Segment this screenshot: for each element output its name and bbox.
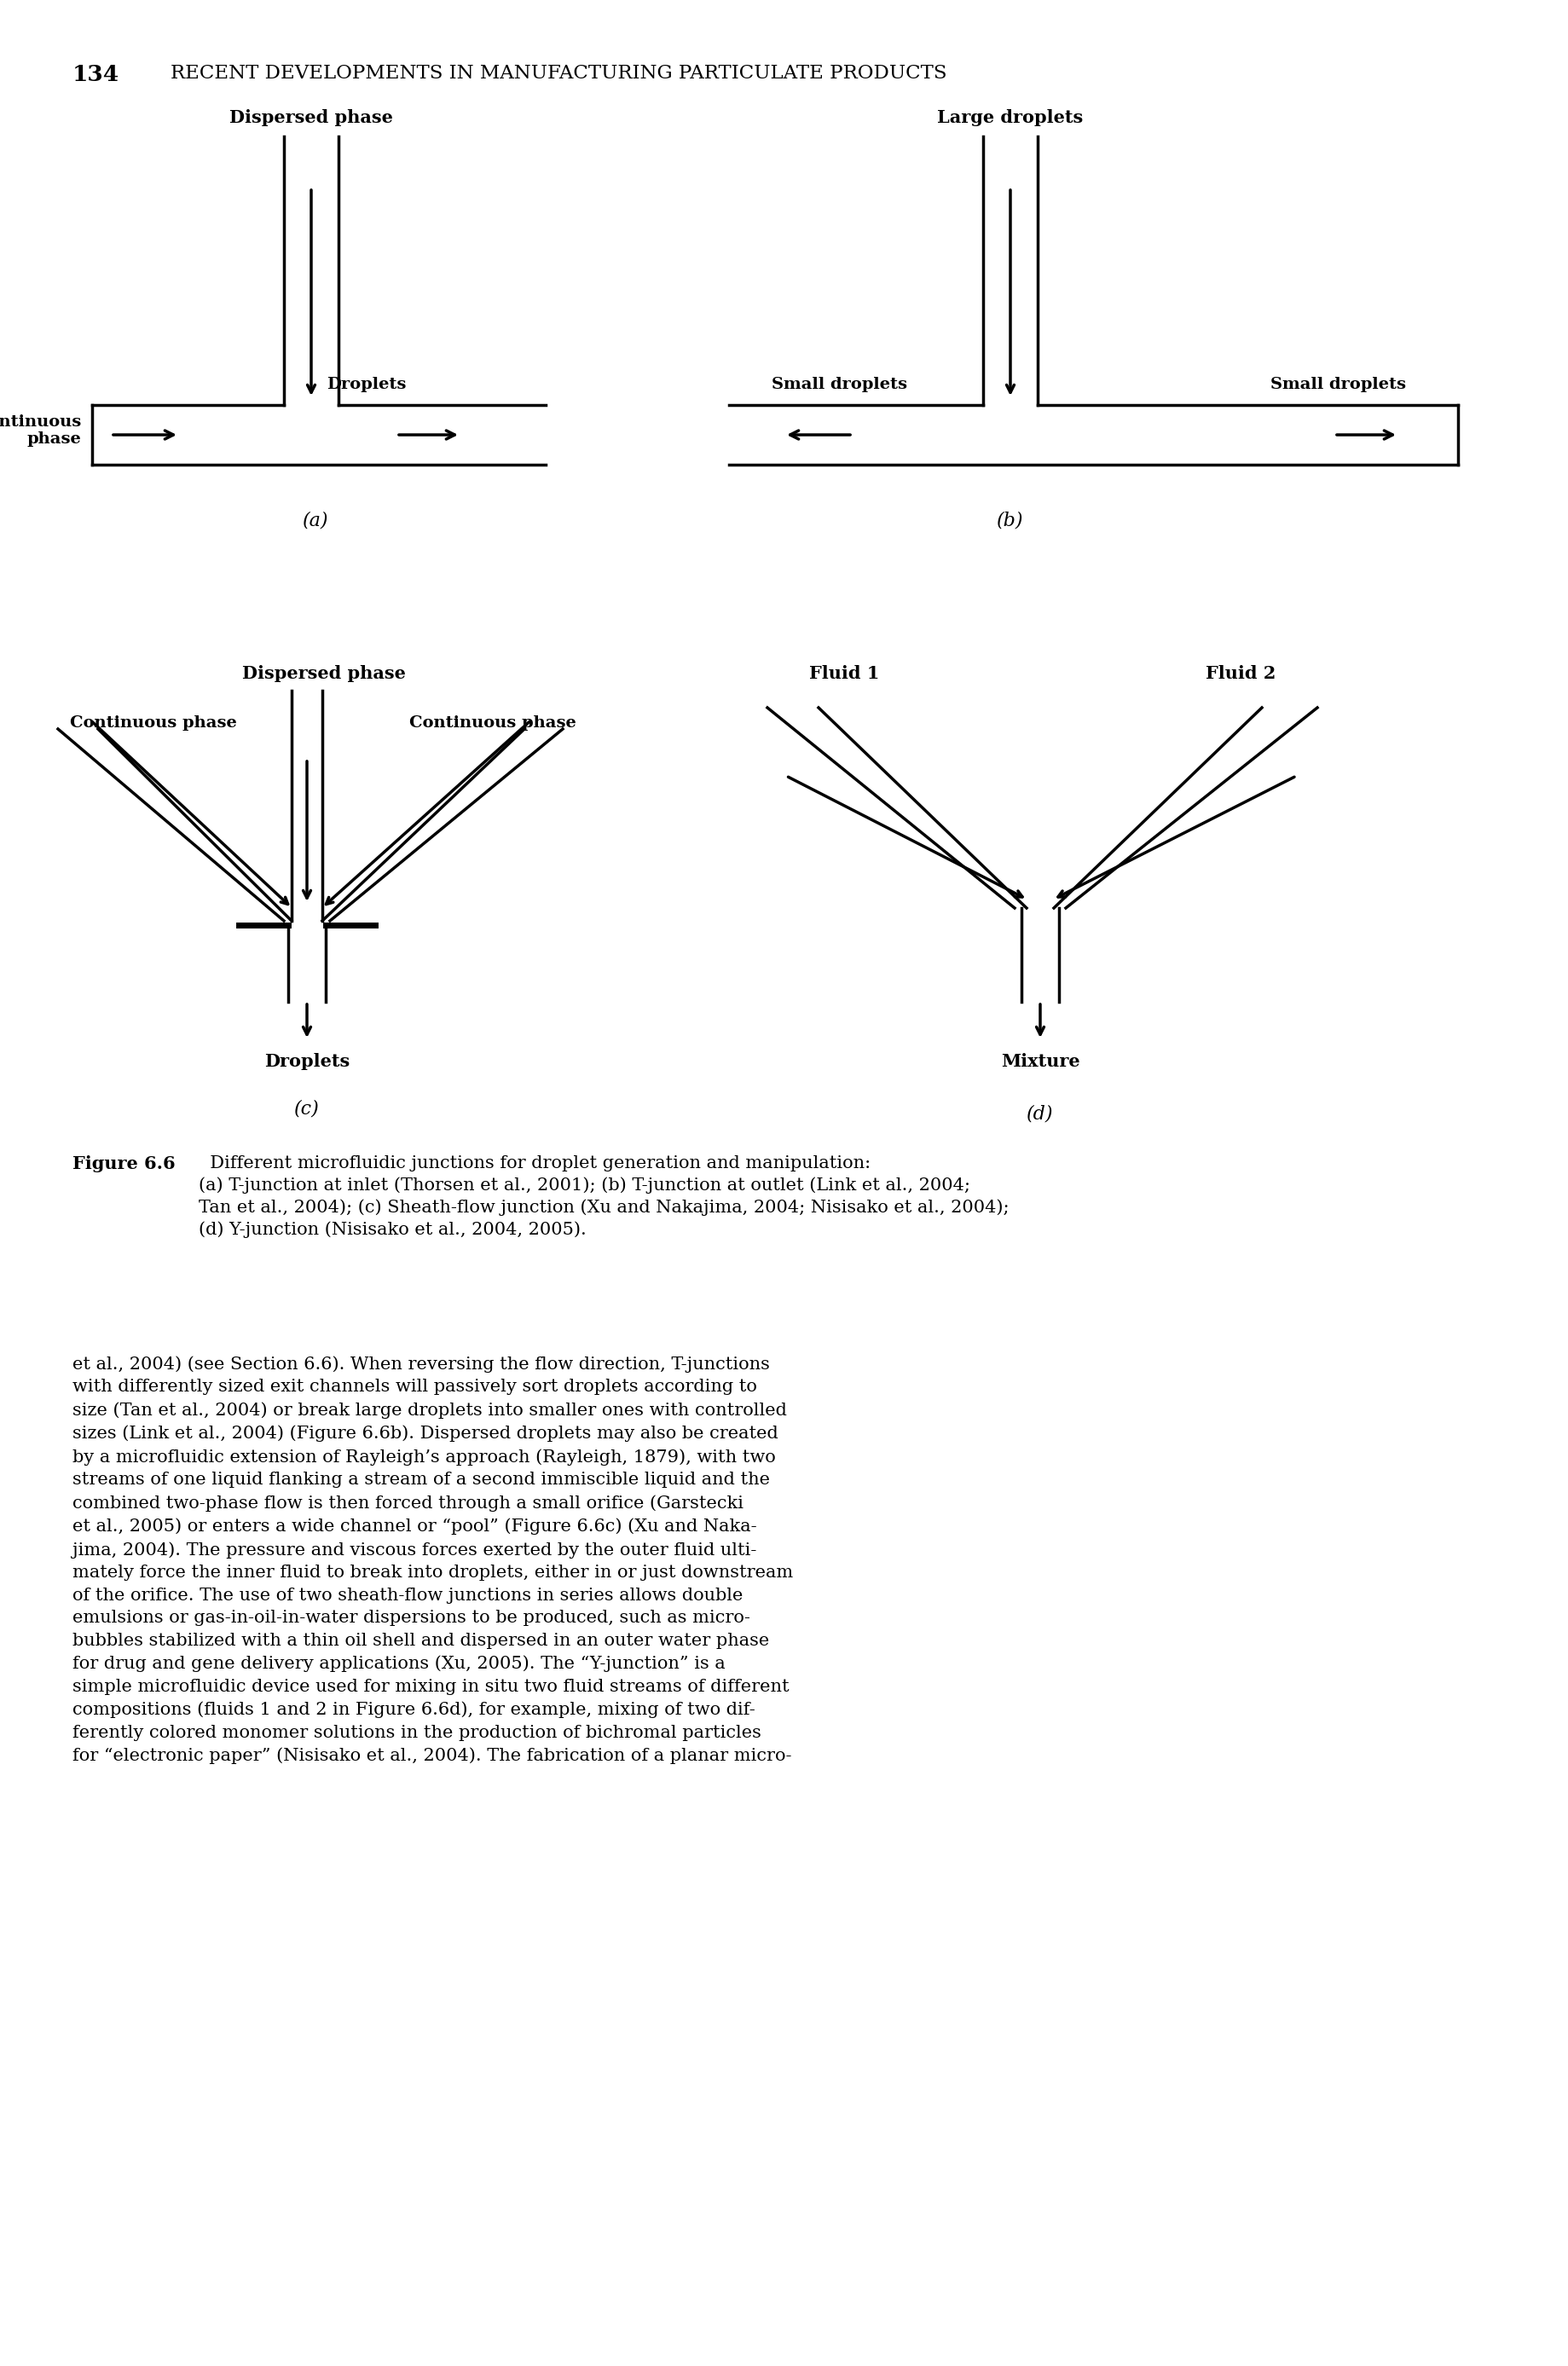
Text: Fluid 1: Fluid 1 — [809, 665, 880, 681]
Text: Dispersed phase: Dispersed phase — [241, 665, 406, 681]
Text: Figure 6.6: Figure 6.6 — [72, 1155, 176, 1171]
Text: Small droplets: Small droplets — [1270, 376, 1406, 393]
Text: Droplets: Droplets — [326, 376, 406, 393]
Text: (c): (c) — [295, 1100, 320, 1119]
Text: Large droplets: Large droplets — [938, 109, 1083, 125]
Text: Continuous phase: Continuous phase — [409, 715, 575, 731]
Text: Different microfluidic junctions for droplet generation and manipulation:
(a) T-: Different microfluidic junctions for dro… — [199, 1155, 1010, 1237]
Text: (b): (b) — [997, 511, 1024, 530]
Text: (a): (a) — [303, 511, 328, 530]
Text: 134: 134 — [72, 64, 119, 85]
Text: Small droplets: Small droplets — [771, 376, 908, 393]
Text: Droplets: Droplets — [265, 1053, 350, 1069]
Text: Dispersed phase: Dispersed phase — [229, 109, 394, 125]
Text: Fluid 2: Fluid 2 — [1206, 665, 1276, 681]
Text: Continuous
phase: Continuous phase — [0, 414, 82, 447]
Text: (d): (d) — [1027, 1105, 1054, 1124]
Text: Continuous phase: Continuous phase — [71, 715, 237, 731]
Text: Mixture: Mixture — [1000, 1053, 1080, 1069]
Text: RECENT DEVELOPMENTS IN MANUFACTURING PARTICULATE PRODUCTS: RECENT DEVELOPMENTS IN MANUFACTURING PAR… — [171, 64, 947, 83]
Text: et al., 2004) (see Section 6.6). When reversing the flow direction, T-junctions
: et al., 2004) (see Section 6.6). When re… — [72, 1356, 793, 1765]
